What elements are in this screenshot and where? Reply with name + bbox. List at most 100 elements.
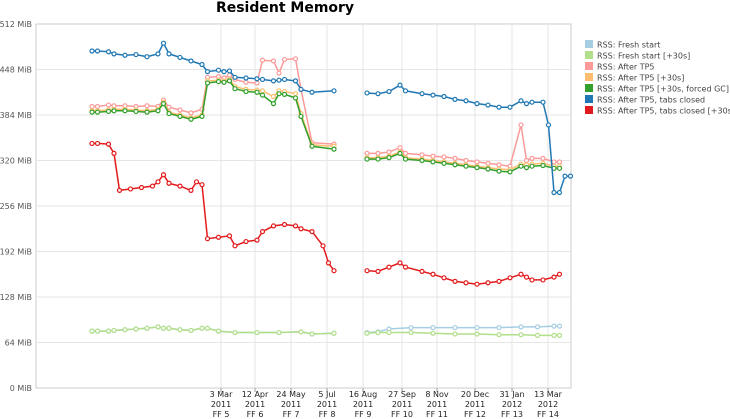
data-point [496, 324, 502, 331]
data-point [105, 328, 112, 334]
data-point [309, 89, 315, 95]
legend-label[interactable]: RSS: After TP5 [+30s, forced GC] [597, 85, 729, 94]
data-point [556, 271, 563, 277]
data-point [496, 278, 502, 284]
data-point [309, 143, 315, 149]
x-tick-label: 2011 [427, 400, 447, 409]
data-point [138, 184, 145, 191]
data-point [276, 70, 282, 76]
data-point [430, 92, 436, 98]
data-point [94, 103, 101, 110]
data-point [232, 74, 238, 80]
data-point [199, 182, 205, 188]
legend-label[interactable]: RSS: After TP5, tabs closed [+30s] [597, 107, 730, 116]
legend-label[interactable]: RSS: Fresh start [+30s] [597, 52, 690, 61]
data-point [496, 162, 502, 168]
legend-swatch[interactable] [585, 51, 593, 59]
data-point [309, 331, 315, 337]
data-point [292, 56, 299, 62]
x-tick-label: 13 Mar [534, 390, 563, 399]
data-point [518, 332, 524, 338]
data-point [430, 324, 436, 331]
series-line [92, 41, 335, 94]
data-point [331, 268, 337, 274]
data-point [127, 186, 134, 192]
data-point [221, 69, 227, 75]
data-point [518, 324, 524, 330]
legend-swatch[interactable] [585, 40, 593, 48]
legend-swatch[interactable] [585, 62, 593, 70]
data-point [160, 40, 167, 46]
data-point [474, 101, 480, 107]
data-point [452, 324, 458, 331]
data-point [419, 152, 425, 158]
legend-swatch[interactable] [585, 84, 593, 92]
data-point [518, 271, 524, 277]
series-2 [89, 324, 563, 338]
data-point [529, 155, 535, 161]
data-point [452, 96, 458, 102]
data-point [89, 48, 95, 54]
data-point [232, 243, 238, 249]
data-point [386, 329, 392, 336]
data-point [402, 264, 409, 270]
x-tick-label: FF 13 [501, 410, 523, 419]
data-point [105, 102, 112, 108]
data-point [105, 49, 112, 55]
data-point [188, 58, 194, 64]
legend-label[interactable]: RSS: After TP5 [597, 63, 655, 72]
data-point [188, 110, 194, 116]
data-point [331, 330, 337, 336]
x-tick-label: 2011 [317, 400, 337, 409]
x-tick-label: 2011 [392, 400, 412, 409]
data-point [160, 325, 167, 331]
legend-label[interactable]: RSS: Fresh start [597, 41, 660, 50]
data-point [452, 278, 458, 284]
data-point [375, 268, 381, 275]
data-point [177, 183, 183, 189]
data-point [188, 327, 194, 334]
legend-label[interactable]: RSS: After TP5, tabs closed [597, 96, 705, 105]
data-point [270, 101, 277, 107]
x-tick-label: 5 Jul [318, 390, 335, 399]
data-point [188, 187, 194, 193]
data-point [160, 101, 167, 107]
data-point [474, 165, 480, 171]
data-point [149, 183, 156, 189]
data-point [254, 329, 260, 336]
data-point [259, 92, 266, 98]
data-point [144, 109, 150, 115]
data-point [529, 163, 535, 169]
data-point [375, 91, 381, 97]
x-tick-label: 2011 [465, 400, 485, 409]
data-point [463, 98, 469, 104]
data-point [386, 155, 392, 161]
data-point [89, 103, 95, 110]
data-point [270, 58, 277, 64]
x-tick-label: 2011 [281, 400, 301, 409]
legend-swatch[interactable] [585, 95, 593, 103]
data-point [556, 165, 563, 171]
series-5 [89, 78, 563, 175]
data-point [254, 76, 260, 82]
data-point [199, 113, 205, 120]
x-tick-label: 12 Apr [242, 390, 269, 399]
data-point [226, 72, 233, 78]
data-point [160, 172, 167, 178]
data-point [402, 88, 409, 94]
data-point [122, 108, 128, 114]
data-point [430, 271, 436, 277]
y-tick-label: 320 MiB [0, 157, 32, 166]
legend-label[interactable]: RSS: After TP5 [+30s] [597, 74, 684, 83]
data-point [122, 52, 128, 58]
legend-swatch[interactable] [585, 73, 593, 81]
data-point [540, 277, 546, 283]
data-point [215, 78, 222, 85]
x-tick-label: FF 12 [464, 410, 486, 419]
data-point [243, 79, 249, 85]
legend-swatch[interactable] [585, 106, 593, 114]
x-tick-label: FF 9 [355, 410, 372, 419]
x-tick-label: FF 5 [213, 410, 230, 419]
data-point [166, 180, 172, 186]
data-point [485, 102, 491, 108]
